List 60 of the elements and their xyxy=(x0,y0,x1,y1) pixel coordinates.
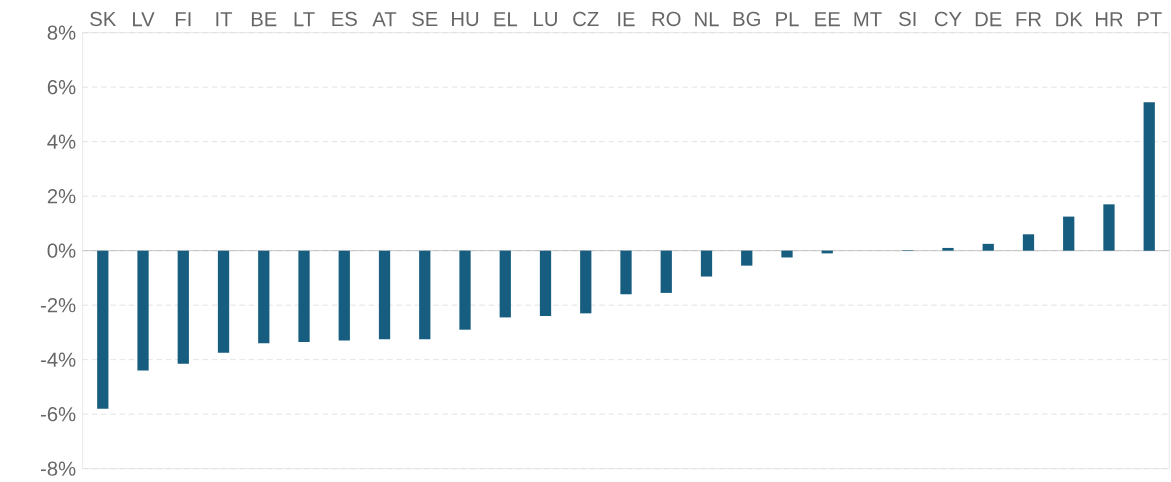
x-tick-label: BE xyxy=(251,12,277,27)
x-tick-label: IT xyxy=(216,12,233,27)
x-tick-label: ES xyxy=(332,11,357,27)
x-tick-label: LV xyxy=(133,12,155,27)
x-tick-label: MT xyxy=(854,12,882,27)
bar xyxy=(1143,102,1155,251)
x-tick-label: DE xyxy=(975,12,1002,27)
y-tick-label: -6% xyxy=(40,407,76,422)
bar xyxy=(741,250,753,266)
y-tick-label: 4% xyxy=(47,134,76,149)
y-tick-label: 0% xyxy=(47,243,76,258)
bar xyxy=(942,247,954,251)
y-tick-label: -8% xyxy=(40,461,76,476)
bar xyxy=(660,250,672,293)
x-tick-label: SK xyxy=(90,11,117,27)
bar xyxy=(137,250,149,371)
x-tick-label: FR xyxy=(1016,12,1042,27)
bar xyxy=(539,250,552,317)
bar xyxy=(499,250,511,318)
y-tick-label: 2% xyxy=(47,189,76,204)
x-tick-label: RO xyxy=(652,11,681,27)
y-tick-label: 8% xyxy=(47,25,76,40)
bar xyxy=(781,250,793,258)
x-tick-label: IE xyxy=(618,12,635,27)
bar xyxy=(1063,216,1075,251)
x-tick-label: EE xyxy=(815,12,840,27)
x-tick-label: CZ xyxy=(573,11,599,27)
bar xyxy=(459,250,471,330)
x-tick-label: CY xyxy=(934,11,962,27)
bar xyxy=(258,250,270,344)
bar xyxy=(982,243,994,251)
bar xyxy=(419,250,431,340)
bar xyxy=(620,250,632,295)
x-tick-label: PL xyxy=(776,12,799,27)
x-tick-label: AT xyxy=(372,12,397,27)
x-tick-label: LT xyxy=(294,12,315,27)
bar xyxy=(217,250,230,353)
bar xyxy=(298,250,310,342)
y-tick-label: 6% xyxy=(47,79,76,95)
bar xyxy=(177,250,189,364)
bar xyxy=(338,250,350,341)
x-tick-label: SI xyxy=(899,11,916,27)
y-tick-label: -4% xyxy=(40,352,76,367)
x-tick-label: PT xyxy=(1137,12,1162,27)
x-tick-label: HU xyxy=(452,11,479,27)
x-tick-label: BG xyxy=(733,11,760,27)
y-tick-label: -2% xyxy=(40,298,76,313)
bar xyxy=(378,250,391,340)
x-tick-label: LU xyxy=(534,11,557,27)
bar xyxy=(1022,234,1035,251)
x-tick-label: HR xyxy=(1095,12,1123,27)
bar xyxy=(97,250,109,409)
bar xyxy=(1103,204,1115,251)
x-tick-label: FI xyxy=(175,12,191,27)
x-tick-label: EL xyxy=(494,12,518,27)
x-tick-label: NL xyxy=(695,12,719,27)
x-tick-label: SE xyxy=(412,11,438,27)
bar xyxy=(700,250,713,277)
bar xyxy=(580,250,592,314)
x-tick-label: DK xyxy=(1056,12,1083,27)
